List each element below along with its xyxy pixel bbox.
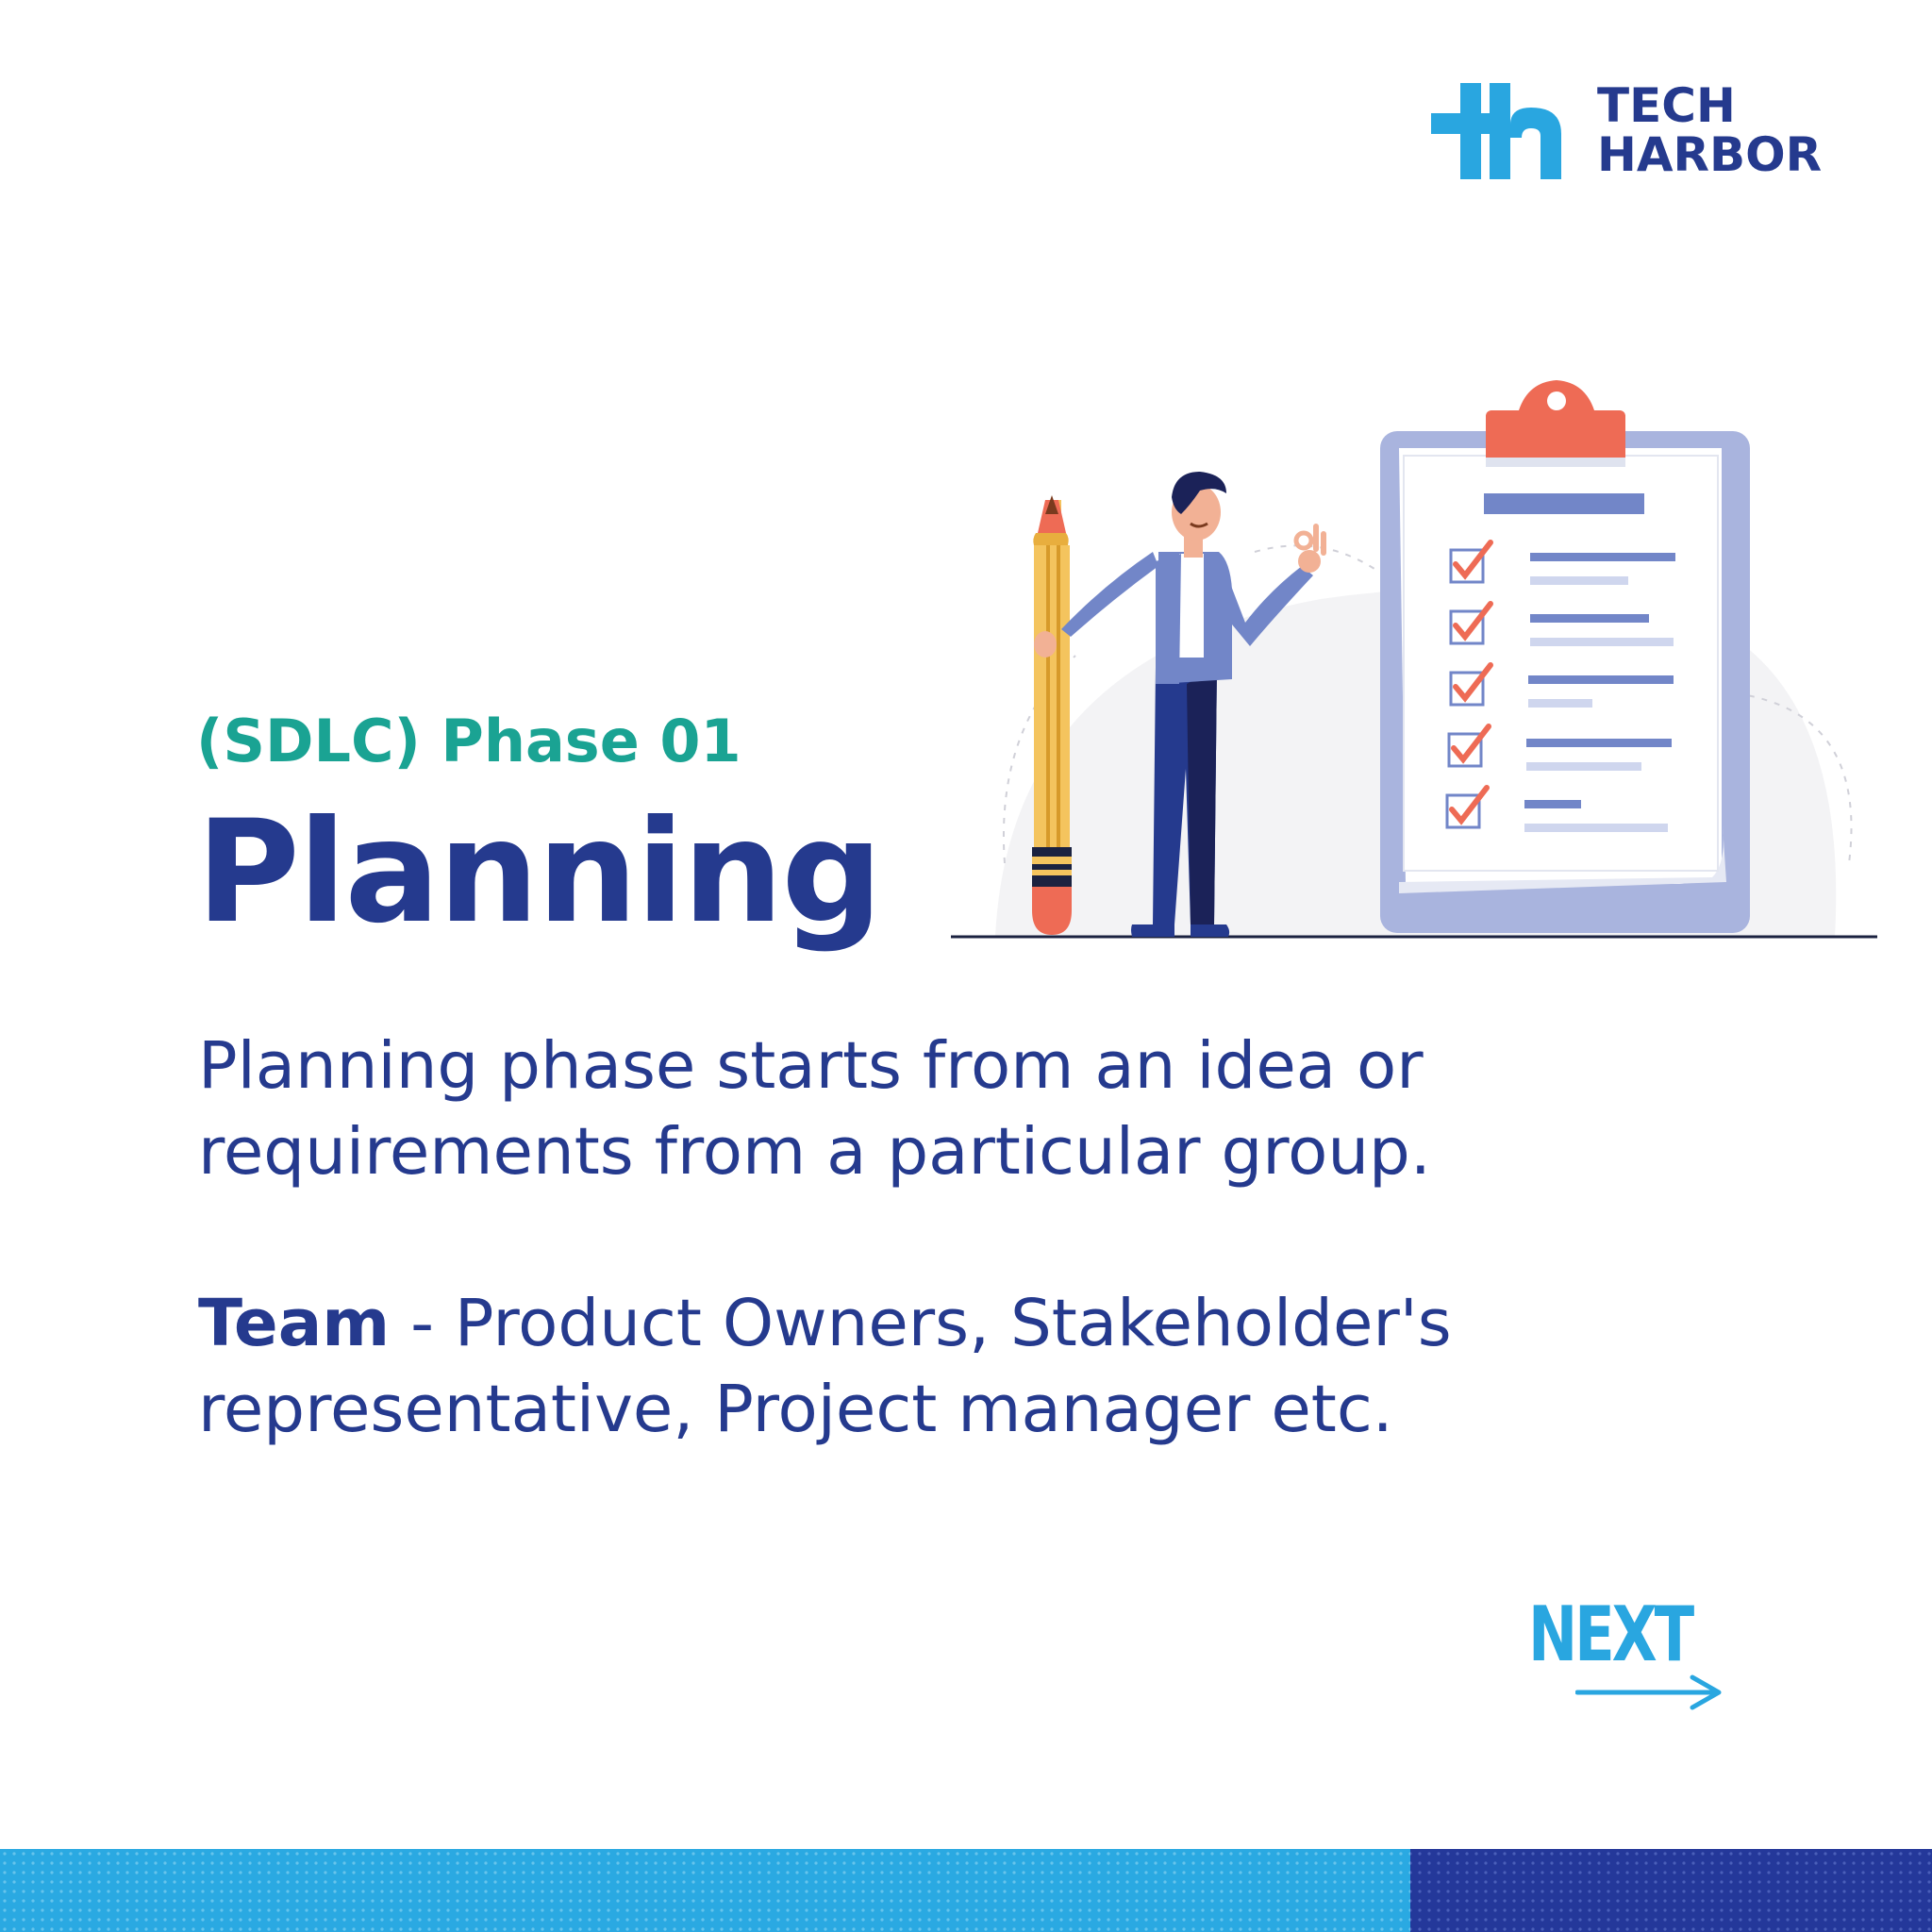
checklist: [1445, 540, 1675, 832]
logo-wordmark: TECH HARBOR: [1597, 81, 1822, 179]
tech-harbor-logo: TECH HARBOR: [1429, 79, 1854, 183]
planning-illustration: [951, 380, 1877, 939]
next-button[interactable]: NEXT: [1528, 1594, 1726, 1712]
phase-description: Planning phase starts from an idea or re…: [198, 1028, 1431, 1190]
phase-label: (SDLC) Phase 01: [196, 707, 741, 775]
pencil-icon: [1032, 495, 1072, 935]
logo-line-1: TECH: [1597, 78, 1736, 133]
checklist-row: [1445, 785, 1668, 832]
page-title: Planning: [196, 791, 883, 955]
checklist-row: [1449, 662, 1674, 708]
team-label: Team: [198, 1286, 391, 1361]
next-label: NEXT: [1528, 1591, 1694, 1678]
checklist-row: [1447, 724, 1672, 771]
arrow-right-icon: [1575, 1674, 1722, 1710]
checklist-row: [1449, 540, 1675, 585]
person-figure: [1061, 472, 1326, 937]
clipboard-icon: [1380, 380, 1750, 933]
checklist-row: [1449, 601, 1674, 646]
bottom-decorative-band: [0, 1849, 1932, 1932]
team-paragraph: Team - Product Owners, Stakeholder's rep…: [198, 1281, 1538, 1453]
team-members: - Product Owners, Stakeholder's represen…: [198, 1286, 1452, 1447]
body-copy: Planning phase starts from an idea or re…: [198, 1024, 1538, 1453]
logo-line-2: HARBOR: [1597, 127, 1823, 182]
th-monogram-icon: [1431, 83, 1561, 179]
